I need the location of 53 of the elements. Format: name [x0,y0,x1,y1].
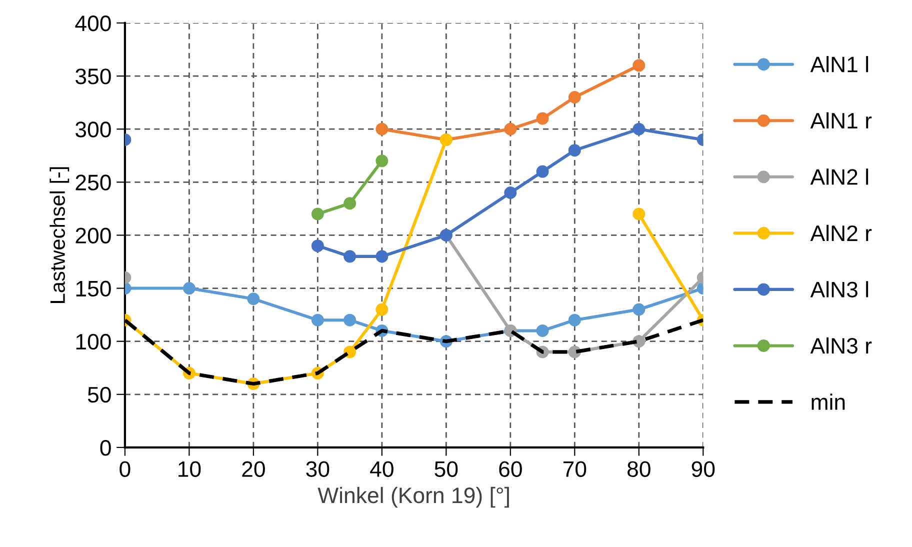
point [632,303,646,316]
point [344,197,356,210]
point [311,240,324,252]
point [311,314,324,326]
y-tick-label: 150 [76,280,111,297]
y-tick-label: 400 [75,16,111,32]
x-tick-label: 30 [306,461,330,477]
point [504,122,517,136]
legend-label: AlN3 l [810,281,868,298]
x-tick-label: 20 [242,461,265,477]
x-axis-title: Winkel (Korn 19) [°] [318,486,509,508]
y-tick-label: 250 [76,174,111,190]
x-tick-label: 50 [434,461,458,477]
legend-label: AlN1 r [810,112,872,128]
y-tick-label: 100 [76,334,111,350]
point [504,186,517,200]
legend-label: AlN2 l [810,168,868,185]
y-tick-label: 350 [76,68,111,84]
point [344,250,356,263]
point [632,59,646,72]
y-tick-label: 200 [76,228,111,244]
point [376,122,388,136]
y-tick-label: 50 [88,386,111,403]
y-tick-label: 300 [76,122,111,138]
point [568,314,581,326]
point [376,303,388,316]
legend-label: min [812,394,845,410]
point [632,122,646,136]
y-tick-label: 0 [100,440,111,456]
point [536,165,549,178]
point [247,292,260,306]
x-tick-label: 80 [628,461,650,477]
point [182,282,196,295]
point [536,324,549,337]
x-tick-label: 60 [499,461,522,477]
point [376,154,388,168]
x-tick-label: 0 [120,461,130,477]
x-tick-label: 70 [563,461,586,477]
legend-label: AlN2 r [810,224,872,241]
legend-label: AlN3 r [810,337,872,354]
x-tick-label: 10 [178,461,201,477]
point [536,112,549,125]
legend-label: AlN1 l [810,56,868,72]
point [344,346,356,358]
point [632,208,646,220]
point [568,91,581,104]
y-axis-title: Lastwechsel [-] [50,167,70,303]
point [568,144,581,157]
point [376,250,388,263]
x-tick-label: 90 [692,461,715,477]
point [311,208,324,220]
x-tick-label: 40 [370,461,394,477]
point [344,314,356,326]
